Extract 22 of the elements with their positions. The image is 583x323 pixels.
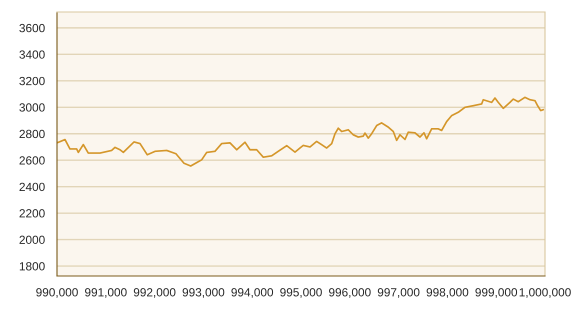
x-tick-label: 998,000 — [426, 288, 468, 298]
x-tick-label: 994,000 — [231, 288, 274, 298]
x-tick-label: 992,000 — [134, 288, 176, 298]
y-tick-label: 2000 — [20, 236, 45, 244]
y-tick-label: 3400 — [19, 50, 45, 59]
x-tick-label: 993,000 — [182, 288, 224, 298]
x-tick-label: 996,000 — [329, 288, 371, 298]
y-tick-label: 2800 — [20, 130, 45, 138]
y-tick-label: 1800 — [20, 262, 45, 270]
y-tick-label: 3000 — [19, 103, 45, 112]
x-tick-label: 997,000 — [378, 288, 420, 298]
line-series — [57, 96, 544, 167]
y-tick-label: 3200 — [19, 76, 45, 86]
x-tick-label: 995,000 — [280, 288, 322, 298]
x-tick-label: 999,000 — [475, 288, 518, 298]
x-tick-label: 1,000,000 — [520, 288, 571, 298]
y-tick-label: 2600 — [20, 156, 45, 165]
y-tick-label: 2400 — [20, 182, 45, 192]
x-tick-label: 991,000 — [85, 288, 127, 298]
y-tick-label: 3600 — [19, 24, 45, 32]
x-tick-label: 990,000 — [36, 288, 78, 298]
y-tick-label: 2200 — [20, 209, 45, 218]
